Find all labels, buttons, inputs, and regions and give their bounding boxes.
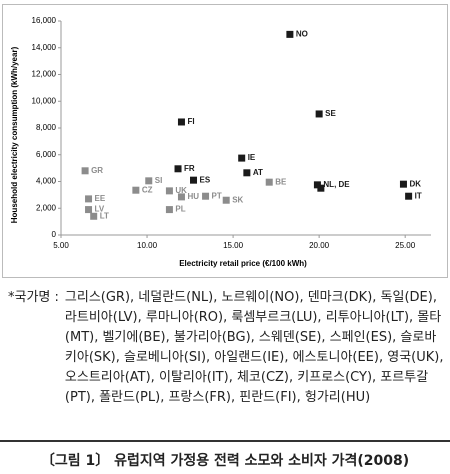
point-label: NL, DE — [323, 180, 350, 189]
note-label: *국가명 : — [8, 290, 59, 305]
y-tick-label: 12,000 — [32, 70, 57, 79]
point-label: LT — [100, 211, 109, 220]
point — [190, 176, 198, 184]
y-tick-label: 16,000 — [32, 16, 57, 25]
point-label: FR — [184, 164, 195, 173]
point — [315, 110, 323, 118]
point-label: IT — [415, 191, 422, 200]
point-label: IE — [248, 153, 256, 162]
point — [177, 118, 185, 126]
point-label: EE — [95, 194, 106, 203]
point — [85, 206, 93, 214]
point — [90, 212, 98, 220]
point-label: DK — [409, 179, 421, 188]
x-tick-label: 10.00 — [137, 241, 158, 250]
point-label: SI — [155, 176, 163, 185]
point-label: NO — [296, 29, 308, 38]
point — [177, 193, 185, 201]
point — [405, 192, 413, 200]
point-label: UK — [175, 186, 187, 195]
point-label: FI — [187, 117, 194, 126]
x-tick-label: 5.00 — [53, 241, 69, 250]
point-label: BE — [275, 177, 287, 186]
point — [238, 154, 246, 162]
y-tick-label: 2,000 — [36, 203, 57, 212]
point-label: LV — [95, 205, 105, 214]
x-tick-label: 15.00 — [223, 241, 244, 250]
y-tick-label: 6,000 — [36, 150, 57, 159]
x-tick-label: 20.00 — [309, 241, 330, 250]
caption: 〔그림 1〕 유럽지역 가정용 전력 소모와 소비자 가격(2008) — [0, 440, 450, 470]
note: *국가명 : 그리스(GR), 네덜란드(NL), 노르웨이(NO), 덴마크(… — [8, 288, 444, 408]
y-tick-label: 14,000 — [32, 43, 57, 52]
point-label: SE — [325, 109, 336, 118]
point-label: AT — [253, 168, 263, 177]
note-text: 그리스(GR), 네덜란드(NL), 노르웨이(NO), 덴마크(DK), 독일… — [64, 290, 444, 405]
y-tick-label: 10,000 — [32, 96, 57, 105]
point-label: HU — [187, 192, 199, 201]
point — [317, 184, 325, 192]
y-tick-label: 4,000 — [36, 177, 57, 186]
point-label: SK — [232, 195, 243, 204]
point — [165, 206, 173, 214]
point-label: CZ — [142, 185, 153, 194]
y-axis-label: Household electricity consumption (kWh/y… — [10, 46, 19, 223]
point — [243, 169, 251, 177]
chart: Household electricity consumption (kWh/y… — [2, 4, 448, 278]
point — [85, 195, 93, 203]
x-axis-label: Electricity retail price (€/100 kWh) — [179, 259, 307, 268]
point — [81, 167, 89, 175]
point — [132, 186, 140, 194]
point — [174, 165, 182, 173]
point-label: ES — [200, 175, 211, 184]
y-tick-label: 0 — [52, 230, 57, 239]
y-tick-label: 8,000 — [36, 123, 57, 132]
point — [399, 180, 407, 188]
point — [265, 178, 273, 186]
point-label: PT — [212, 191, 222, 200]
point — [165, 187, 173, 195]
point-label: GR — [91, 166, 103, 175]
point — [145, 177, 153, 185]
point — [202, 192, 210, 200]
x-tick-label: 25.00 — [395, 241, 416, 250]
point — [286, 30, 294, 38]
point-label: PL — [175, 205, 185, 214]
point — [222, 196, 230, 204]
